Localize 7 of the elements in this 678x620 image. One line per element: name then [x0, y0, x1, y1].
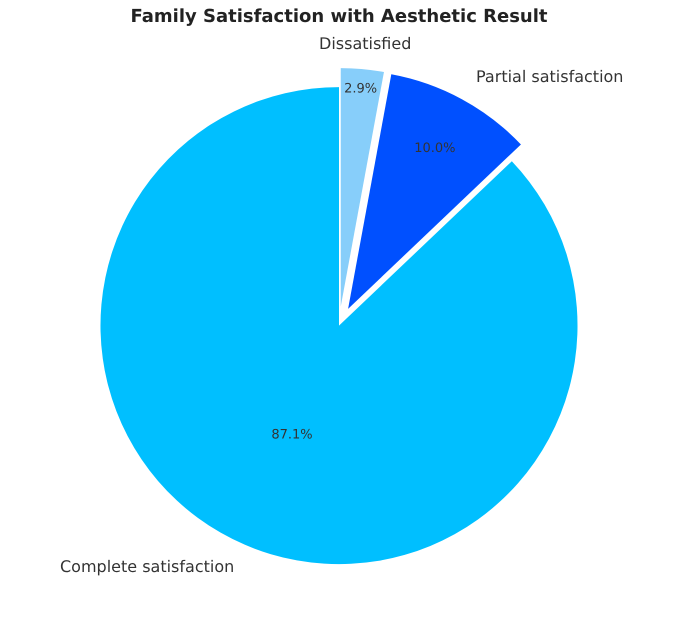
slice-label: Dissatisfied	[319, 34, 412, 53]
chart-title: Family Satisfaction with Aesthetic Result	[130, 6, 548, 27]
slice-label: Complete satisfaction	[60, 557, 234, 576]
data-label: 10.0%	[414, 141, 456, 156]
slice-label: Partial satisfaction	[476, 67, 624, 86]
data-label: 87.1%	[271, 428, 313, 443]
data-label: 2.9%	[344, 81, 378, 96]
